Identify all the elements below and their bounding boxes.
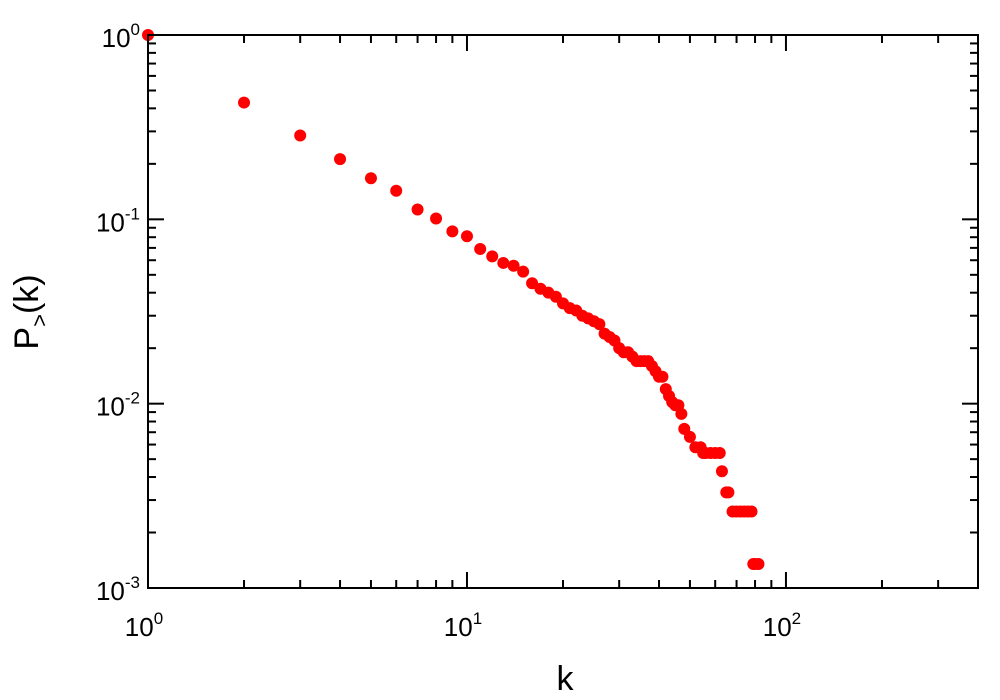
tick-base: 10 — [96, 207, 125, 237]
data-points — [142, 29, 765, 570]
x-axis-label: k — [557, 660, 575, 698]
data-point — [486, 250, 499, 263]
data-point — [390, 184, 403, 197]
y-axis-label-main: P — [8, 327, 46, 350]
tick-exponent: -3 — [125, 573, 140, 592]
tick-exponent: 0 — [154, 609, 163, 628]
axis-ticks — [147, 34, 979, 589]
tick-base: 10 — [96, 576, 125, 606]
data-point — [722, 486, 735, 499]
x-tick-label: 101 — [444, 609, 482, 642]
tick-exponent: 0 — [131, 20, 140, 39]
data-point — [294, 129, 307, 142]
tick-exponent: -1 — [125, 204, 140, 223]
data-point — [713, 446, 726, 459]
data-point — [430, 212, 443, 225]
data-point — [238, 96, 251, 109]
y-axis-label: P>(k) — [8, 274, 52, 349]
data-point — [675, 407, 688, 420]
data-point — [683, 430, 696, 443]
x-tick-label: 100 — [125, 609, 163, 642]
tick-exponent: -2 — [125, 389, 140, 408]
x-tick-labels: 100 101 102 — [125, 609, 801, 642]
tick-exponent: 2 — [792, 609, 801, 628]
tick-base: 10 — [96, 392, 125, 422]
data-point — [517, 265, 530, 278]
y-tick-label: 10-2 — [96, 389, 140, 422]
y-tick-label: 10-1 — [96, 204, 140, 237]
data-point — [752, 557, 765, 570]
y-axis-label-sub: > — [27, 314, 52, 327]
data-point — [446, 225, 459, 238]
data-point — [334, 153, 347, 166]
tick-base: 10 — [102, 23, 131, 53]
tick-base: 10 — [444, 612, 473, 642]
y-tick-label: 100 — [102, 20, 140, 53]
data-point — [656, 370, 669, 383]
data-point — [460, 230, 473, 243]
tick-exponent: 1 — [473, 609, 482, 628]
data-point — [474, 243, 487, 256]
y-tick-label: 10-3 — [96, 573, 140, 606]
data-point — [745, 505, 758, 518]
plot-frame — [147, 34, 979, 589]
data-point — [364, 172, 377, 185]
tick-base: 10 — [763, 612, 792, 642]
data-point — [497, 256, 510, 269]
data-point — [715, 465, 728, 478]
x-tick-label: 102 — [763, 609, 801, 642]
data-point — [593, 318, 606, 331]
tick-base: 10 — [125, 612, 154, 642]
y-axis-label-tail: (k) — [8, 274, 46, 314]
data-point — [507, 259, 520, 272]
data-point — [411, 203, 424, 216]
